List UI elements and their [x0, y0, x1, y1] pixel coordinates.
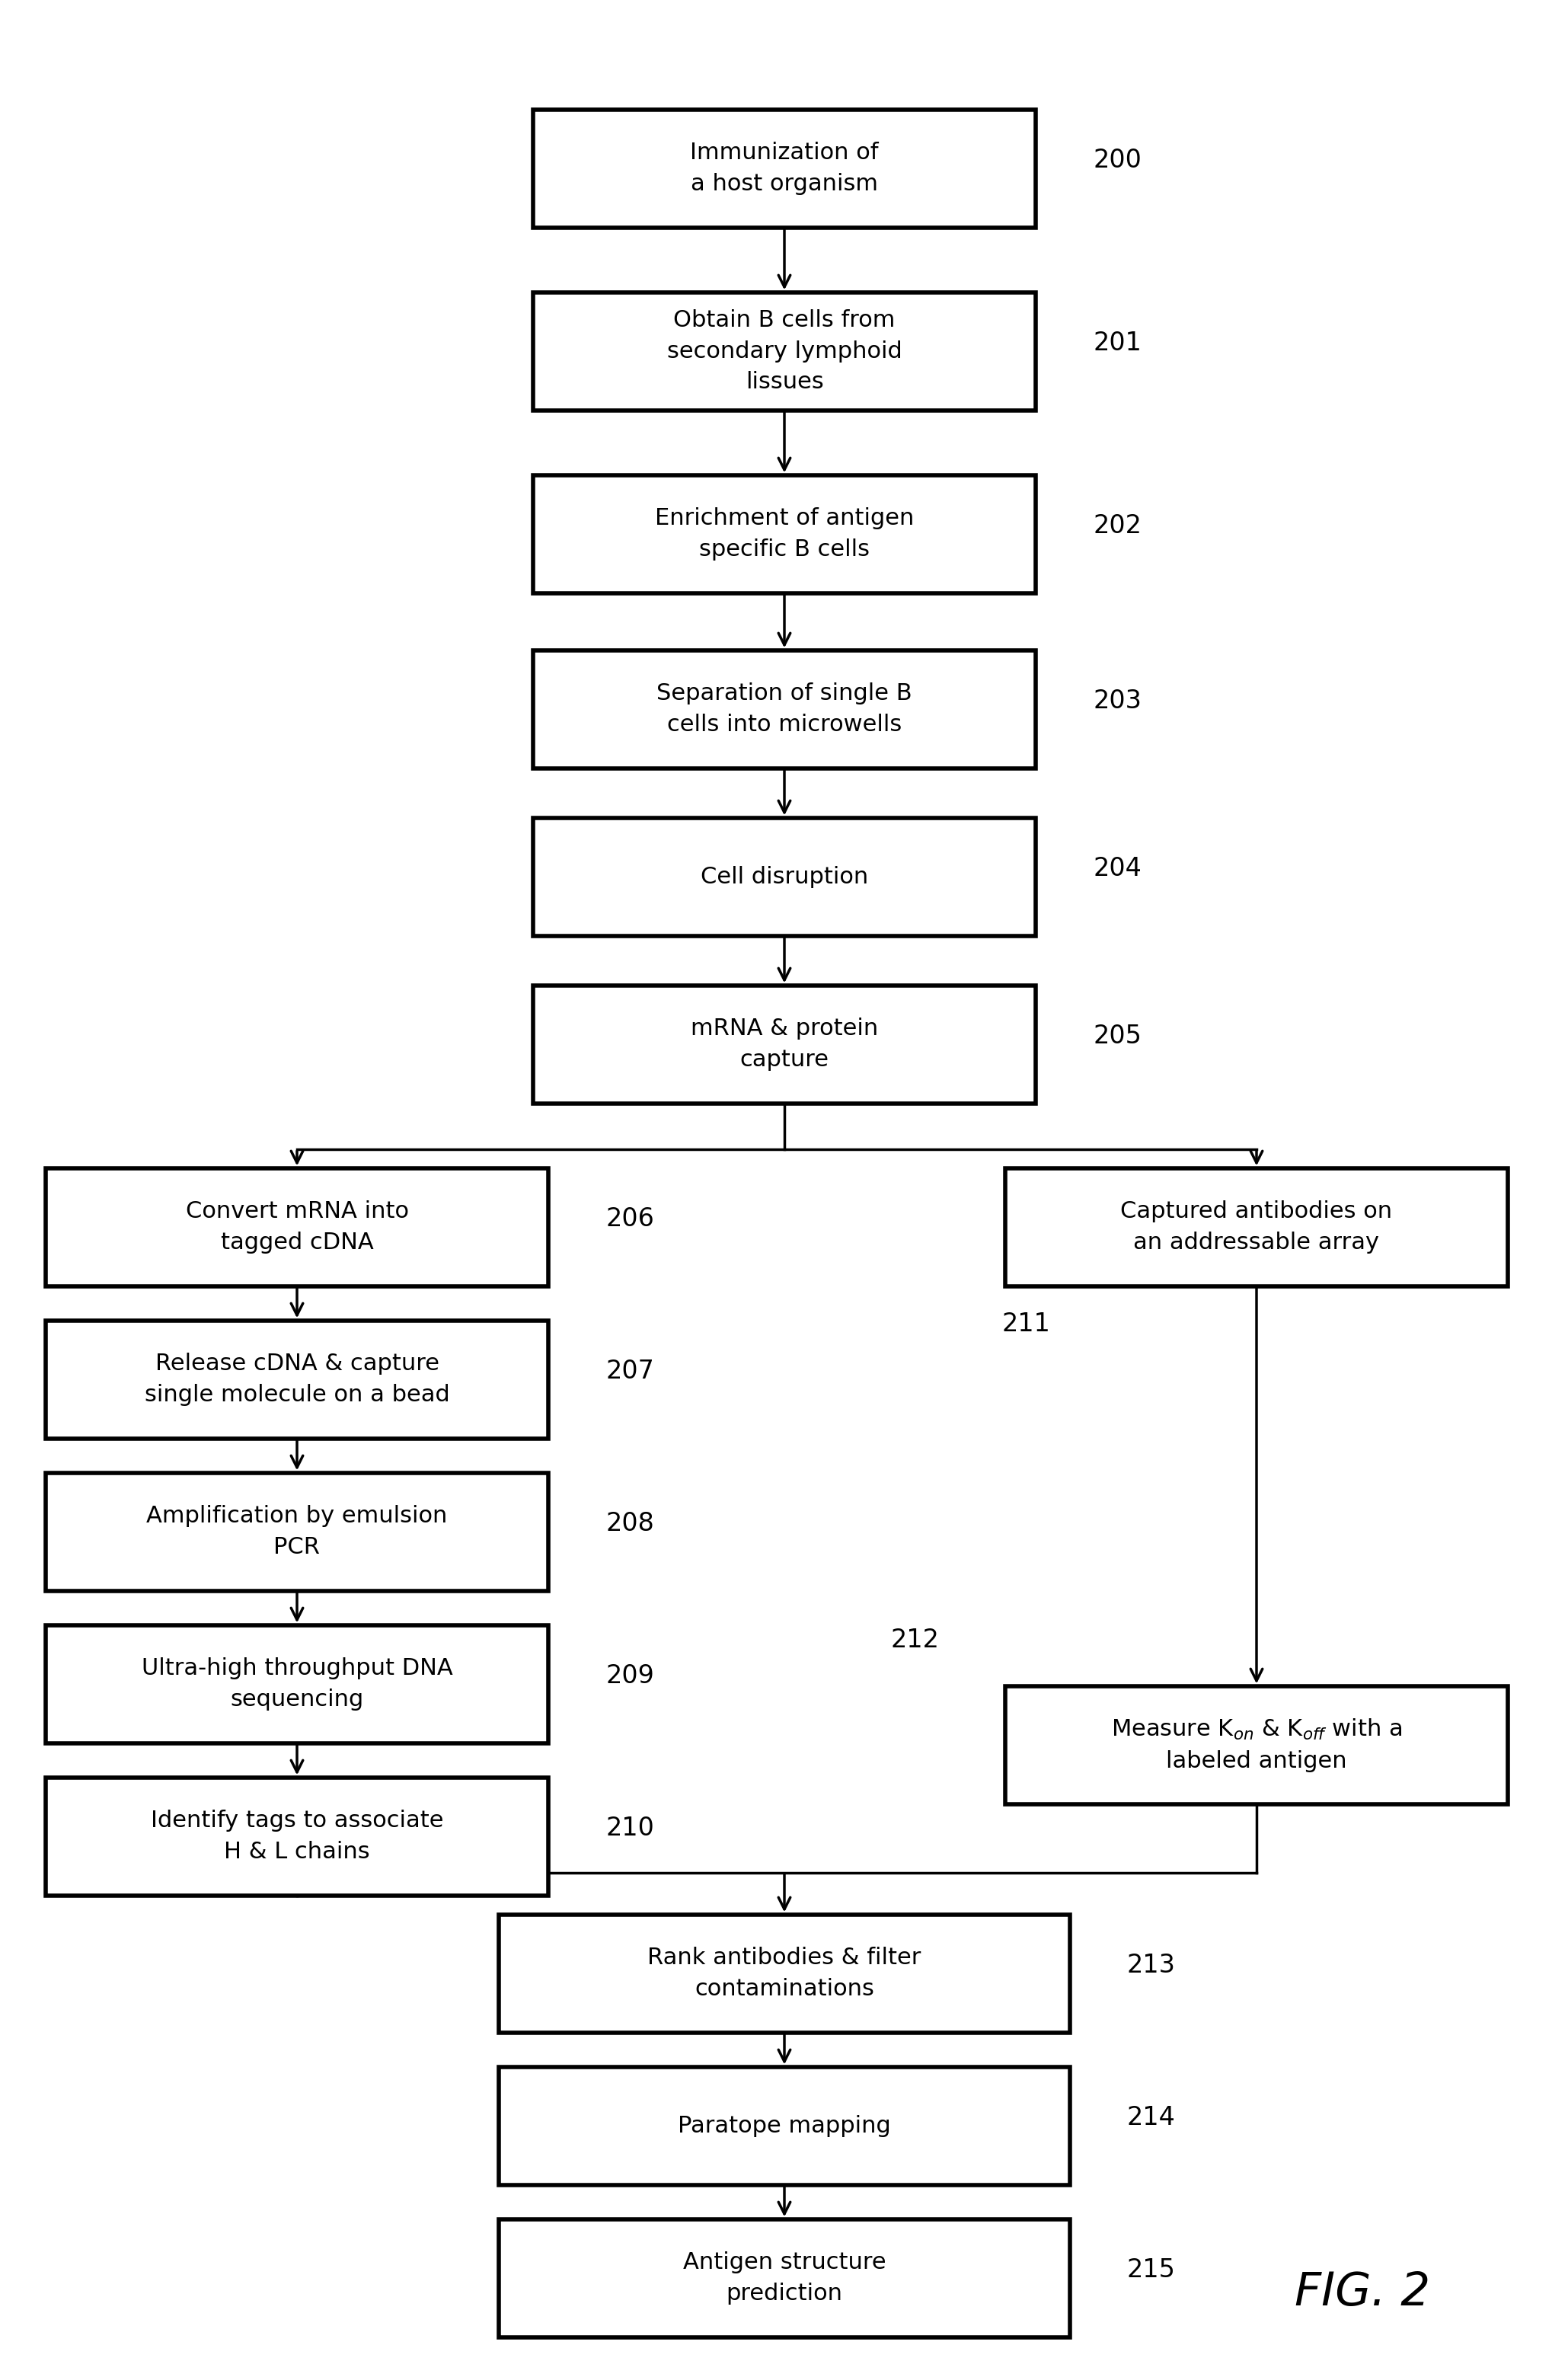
- Bar: [1005, 1167, 1508, 1286]
- Text: 208: 208: [605, 1512, 654, 1536]
- Text: Captured antibodies on
an addressable array: Captured antibodies on an addressable ar…: [1121, 1200, 1392, 1253]
- Bar: [1005, 1685, 1508, 1804]
- Text: Release cDNA & capture
single molecule on a bead: Release cDNA & capture single molecule o…: [144, 1353, 450, 1405]
- Text: Paratope mapping: Paratope mapping: [677, 2116, 891, 2137]
- Text: 214: 214: [1127, 2106, 1176, 2130]
- Text: 213: 213: [1127, 1954, 1176, 1978]
- Text: 212: 212: [891, 1628, 939, 1652]
- Text: Rank antibodies & filter
contaminations: Rank antibodies & filter contaminations: [648, 1947, 922, 1999]
- Text: Amplification by emulsion
PCR: Amplification by emulsion PCR: [146, 1505, 447, 1557]
- Bar: [533, 649, 1036, 768]
- Text: 201: 201: [1093, 330, 1142, 357]
- Bar: [533, 818, 1036, 937]
- Text: Ultra-high throughput DNA
sequencing: Ultra-high throughput DNA sequencing: [141, 1657, 453, 1711]
- Bar: [45, 1474, 549, 1590]
- Bar: [533, 984, 1036, 1103]
- Text: Immunization of
a host organism: Immunization of a host organism: [690, 143, 878, 195]
- Text: 211: 211: [1002, 1312, 1051, 1336]
- Bar: [45, 1626, 549, 1742]
- Text: 203: 203: [1093, 689, 1142, 713]
- Bar: [499, 2066, 1069, 2184]
- Bar: [533, 475, 1036, 592]
- Bar: [499, 2220, 1069, 2337]
- Text: Convert mRNA into
tagged cDNA: Convert mRNA into tagged cDNA: [185, 1200, 409, 1253]
- Bar: [45, 1319, 549, 1438]
- Text: Cell disruption: Cell disruption: [701, 865, 869, 887]
- Text: 205: 205: [1093, 1024, 1142, 1048]
- Text: 207: 207: [605, 1360, 654, 1383]
- Text: 200: 200: [1093, 147, 1142, 174]
- Text: Measure K$_{on}$ & K$_{off}$ with a
labeled antigen: Measure K$_{on}$ & K$_{off}$ with a labe…: [1112, 1716, 1402, 1773]
- Bar: [533, 292, 1036, 411]
- Bar: [499, 1913, 1069, 2032]
- Text: Obtain B cells from
secondary lymphoid
lissues: Obtain B cells from secondary lymphoid l…: [666, 309, 902, 392]
- Text: 215: 215: [1127, 2258, 1176, 2282]
- Text: 209: 209: [605, 1664, 654, 1690]
- Text: Enrichment of antigen
specific B cells: Enrichment of antigen specific B cells: [655, 506, 914, 561]
- Bar: [533, 109, 1036, 228]
- Bar: [45, 1167, 549, 1286]
- Text: FIG. 2: FIG. 2: [1295, 2270, 1430, 2315]
- Text: 202: 202: [1093, 513, 1142, 540]
- Bar: [45, 1778, 549, 1894]
- Text: 206: 206: [605, 1208, 654, 1231]
- Text: Separation of single B
cells into microwells: Separation of single B cells into microw…: [657, 682, 913, 734]
- Text: 210: 210: [605, 1816, 654, 1842]
- Text: mRNA & protein
capture: mRNA & protein capture: [690, 1017, 878, 1070]
- Text: Identify tags to associate
H & L chains: Identify tags to associate H & L chains: [151, 1809, 444, 1864]
- Text: 204: 204: [1093, 856, 1142, 882]
- Text: Antigen structure
prediction: Antigen structure prediction: [682, 2251, 886, 2303]
